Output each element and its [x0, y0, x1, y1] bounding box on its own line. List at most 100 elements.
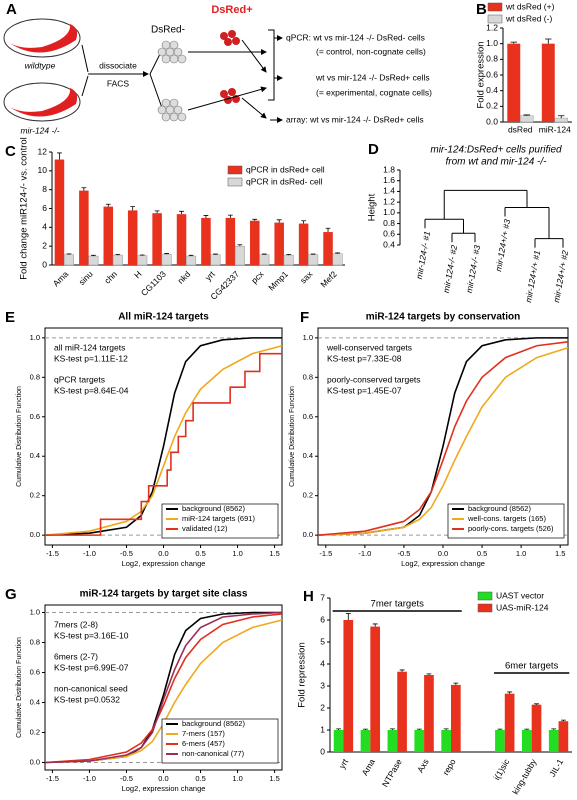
error-bar — [301, 220, 306, 224]
y-tick-label: 0.0 — [486, 116, 498, 126]
x-axis-label: Log2, expression change — [122, 559, 206, 568]
error-bar — [115, 253, 121, 256]
x-tick-label: 1.5 — [269, 549, 279, 558]
y-tick-label: 3 — [320, 680, 325, 690]
x-tick-label: i(1)sic — [491, 756, 511, 781]
y-tick-label: 0.0 — [30, 530, 40, 539]
y-tick-label: 1 — [320, 724, 325, 734]
x-tick-label: miR-124 — [539, 124, 571, 134]
row-text: (= experimental, cognate cells) — [316, 87, 432, 97]
x-tick-label: sinu — [77, 269, 95, 287]
bar — [441, 730, 451, 752]
error-bar — [139, 254, 145, 256]
bar — [79, 190, 89, 265]
cell-cluster — [157, 40, 187, 122]
cdf-line — [317, 346, 569, 536]
group-label: 6mer targets — [505, 661, 559, 672]
bar — [332, 253, 343, 266]
y-tick-label: 2 — [320, 702, 325, 712]
bar — [333, 730, 344, 752]
y-tick-label: 0.8 — [303, 372, 313, 381]
y-tick-label: 1.6 — [383, 175, 395, 185]
error-bar — [389, 728, 395, 730]
error-bar — [310, 253, 316, 255]
legend-swatch — [487, 14, 503, 24]
bar — [554, 117, 568, 123]
x-tick-label: -1.5 — [46, 774, 59, 783]
y-tick-label: 0.2 — [30, 491, 40, 500]
bar — [234, 245, 245, 266]
x-tick-label: NTPase — [380, 757, 404, 789]
error-bar — [453, 682, 459, 685]
y-tick-label: 0 — [320, 746, 325, 756]
y-tick-label: 0.2 — [486, 101, 498, 111]
annotation: KS-test p=1.45E-07 — [327, 385, 402, 395]
error-bar — [372, 623, 378, 627]
error-bar — [363, 728, 368, 730]
x-tick-label: 1.0 — [516, 549, 526, 558]
row-text: (= control, non-cognate cells) — [316, 46, 426, 56]
bar — [250, 220, 260, 265]
leaf-label: mir-124+/+ #3 — [493, 218, 512, 272]
bar — [520, 115, 534, 123]
x-tick-label: chn — [102, 269, 119, 286]
error-bar — [510, 41, 518, 44]
error-bar — [252, 218, 258, 221]
bar — [504, 693, 515, 752]
x-tick-label: -0.5 — [120, 774, 133, 783]
label: wildtype — [25, 60, 56, 70]
bar — [507, 43, 521, 122]
annotation: qPCR targets — [54, 374, 105, 384]
panel-letter: E — [5, 309, 15, 326]
arrow — [149, 73, 163, 109]
legend-box — [447, 503, 565, 539]
legend-label: 7-mers (157) — [182, 729, 225, 738]
x-tick-label: dsRed — [508, 124, 533, 134]
group-label: 7mer targets — [371, 599, 425, 610]
x-tick-label: pcx — [249, 268, 266, 285]
row-text: qPCR: wt vs mir-124 -/- DsRed- cells — [286, 32, 425, 42]
legend-swatch — [487, 2, 503, 12]
y-tick-label: 1.8 — [383, 164, 395, 174]
legend-label: wt dsRed (+) — [505, 1, 555, 11]
error-bar — [345, 613, 351, 620]
bar — [343, 620, 354, 752]
error-bar — [399, 669, 405, 672]
y-tick-label: 12 — [38, 146, 48, 156]
annotation: poorly-conserved targets — [327, 374, 421, 384]
y-tick-label: 1.2 — [486, 22, 498, 32]
y-tick-label: 0.2 — [30, 727, 40, 736]
error-bar — [91, 254, 96, 257]
y-tick-label: 1.0 — [30, 607, 40, 616]
x-tick-label: sax — [298, 268, 315, 285]
bar — [548, 730, 559, 752]
legend-box — [161, 503, 279, 539]
bar — [541, 43, 555, 122]
legend-label: background (8562) — [182, 504, 245, 513]
error-bar — [276, 219, 282, 223]
annotation: KS-test p=6.99E-07 — [54, 662, 129, 672]
bar — [152, 213, 162, 265]
error-bar — [286, 253, 292, 256]
title: mir-124:DsRed+ cells purified — [430, 145, 562, 156]
legend-label: UAS-miR-124 — [496, 602, 549, 612]
error-bar — [130, 206, 136, 211]
x-tick-label: -1.0 — [83, 549, 96, 558]
error-bar — [545, 38, 552, 44]
row-text: wt vs mir-124 -/- DsRed+ cells — [315, 72, 430, 82]
y-tick-label: 4 — [320, 658, 325, 668]
legend-label: background (8562) — [182, 719, 245, 728]
y-axis-label: Height — [367, 193, 378, 221]
y-tick-label: 8 — [42, 184, 47, 194]
y-axis-label: Cumulative Distribution Function — [16, 386, 23, 487]
y-tick-label: 1.2 — [383, 196, 395, 206]
dendrogram-link — [443, 189, 528, 220]
arrow — [81, 44, 89, 73]
y-axis-label: Cumulative Distribution Function — [289, 386, 296, 487]
y-axis-label: Fold repression — [297, 642, 308, 707]
annotation: KS-test p=3.16E-10 — [54, 630, 129, 640]
error-bar — [507, 691, 513, 694]
legend-label: validated (12) — [182, 524, 228, 533]
arrow — [241, 39, 267, 73]
